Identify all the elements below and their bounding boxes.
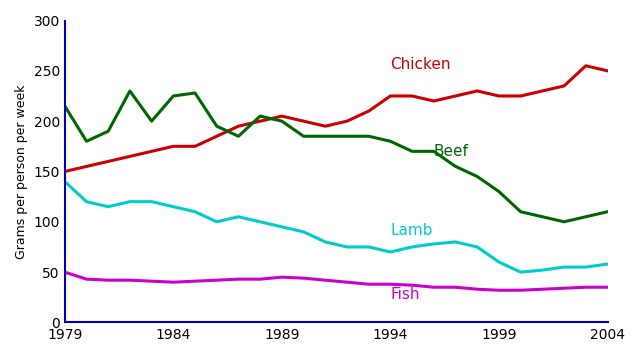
Text: Fish: Fish [390,287,420,302]
Text: Chicken: Chicken [390,57,451,72]
Text: Lamb: Lamb [390,223,433,238]
Text: Beef: Beef [434,144,468,159]
Y-axis label: Grams per person per week: Grams per person per week [15,84,28,259]
